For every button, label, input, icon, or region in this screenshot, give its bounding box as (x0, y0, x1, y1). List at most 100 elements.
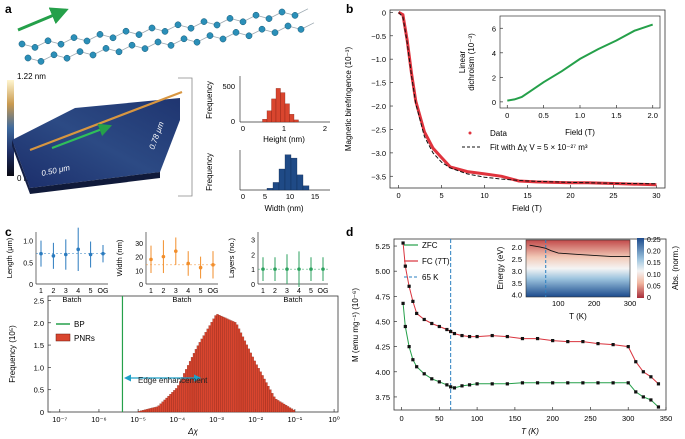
nanoribbon-atom-lattice (18, 8, 315, 65)
fc-marker (656, 382, 661, 386)
afm-surface-front (30, 172, 160, 194)
hist-width-xtick-5: 5 (263, 192, 267, 201)
height-colorbar (7, 80, 14, 176)
distribution-bar (267, 385, 270, 413)
mini-xtick-label: 4 (76, 288, 80, 295)
inset-b-ytick-label: 2 (492, 73, 496, 82)
zfc-marker (611, 381, 615, 385)
hist-height-bar (289, 114, 295, 123)
lattice-atom (291, 12, 299, 19)
lattice-atom (89, 51, 97, 59)
fc-marker (401, 241, 405, 245)
inset-b-xtick-label: 0 (505, 111, 509, 120)
inset-d-xlabel: T (K) (569, 312, 587, 321)
legend-fc-label: FC (7T) (422, 257, 450, 266)
plot-b-ytick-label: −2.0 (371, 102, 386, 111)
distribution-bar (151, 407, 154, 413)
distribution-bar (169, 394, 172, 413)
legend-fit-label: Fit with Δχ V = 5 × 10⁻²⁷ m³ (490, 143, 588, 152)
inset-d-heatmap (525, 239, 631, 298)
distribution-bar (165, 397, 168, 413)
lattice-atom (83, 37, 91, 45)
lattice-atom (278, 8, 286, 16)
plot-c-ticks: 0 0.5 1.0 1.5 2.0 2.5 10⁻⁷ 10⁻⁶ 10⁻⁵ 10⁻⁴ 10⁻³ 10⁻²… (34, 296, 340, 424)
inset-b-xtick-label: 2.0 (648, 111, 658, 120)
zfc-marker (551, 381, 555, 385)
fc-marker (430, 321, 434, 326)
colorbar-tick-label: 0 (647, 295, 651, 302)
mini-xlabel: Batch (62, 295, 81, 304)
mini-data-point (64, 252, 68, 257)
hist-width-xtick-0: 0 (241, 192, 245, 201)
distribution-bar (226, 318, 229, 413)
fc-marker (403, 264, 407, 268)
fc-marker (415, 311, 419, 316)
distribution-bar (251, 356, 254, 413)
fc-marker (490, 333, 494, 338)
zfc-marker (656, 405, 661, 409)
distribution-bar (141, 410, 145, 413)
plot-c-distribution-bars (138, 314, 296, 413)
lattice-atom (213, 21, 221, 29)
inset-b-xlabel: Field (T) (565, 128, 595, 137)
mini-ytick-label: 1 (251, 267, 255, 274)
hist-height-bars (262, 88, 299, 123)
hist-height-bar (293, 119, 299, 123)
lattice-atom (63, 54, 71, 62)
plot-d-xtick-label: 350 (660, 414, 673, 423)
mini-xtick-label: 2 (161, 288, 165, 295)
hist-height-bar (280, 92, 286, 123)
distribution-bar (277, 400, 280, 413)
distribution-bar (265, 382, 268, 413)
series-fc-7t (401, 241, 661, 386)
plot-b-ytick-label: −3.5 (371, 172, 386, 181)
lattice-atom (37, 58, 45, 65)
mini-data-point (149, 257, 153, 262)
distribution-bar (281, 402, 284, 413)
mini-xtick-label: 4 (297, 288, 301, 295)
zfc-marker (535, 381, 540, 385)
lattice-atom (206, 32, 214, 39)
inset-b-ytick-label: 6 (492, 24, 496, 33)
mini-data-point (88, 252, 93, 257)
lattice-atom (271, 29, 279, 36)
hist-height-ytick-0: 0 (231, 117, 235, 126)
hist-width-bar (296, 174, 304, 191)
lattice-atom (245, 32, 253, 40)
lattice-atom (252, 11, 260, 19)
hist-height-xtick-0: 0 (241, 124, 245, 133)
zfc-marker (475, 382, 479, 386)
lattice-atom (180, 35, 188, 43)
hist-height-bar (284, 103, 290, 123)
plot-c-ytick-label: 2.0 (34, 319, 44, 328)
zfc-marker (566, 381, 570, 385)
distribution-bar (249, 352, 252, 413)
fc-marker (551, 338, 555, 343)
distribution-bar (257, 368, 260, 413)
plot-d-xtick-label: 300 (622, 414, 635, 423)
distribution-bar (208, 325, 211, 413)
plot-d-xtick-label: 200 (546, 414, 559, 423)
lattice-atom (57, 40, 65, 48)
fc-marker (581, 340, 585, 344)
lattice-atom (265, 15, 273, 22)
fc-marker (505, 334, 509, 339)
afm-to-histogram-bracket (178, 77, 193, 197)
fc-marker (422, 317, 426, 322)
fc-marker (445, 327, 449, 332)
mini-ytick-label: 0 (29, 282, 33, 289)
fc-marker (437, 324, 441, 329)
plot-c-ytick-label: 1.0 (34, 363, 44, 372)
hist-height-bar (262, 119, 268, 123)
distribution-bar (237, 328, 241, 413)
colorbar-tick-label: 0.20 (647, 249, 661, 256)
mini-ytick-label: 3 (251, 237, 255, 244)
colorbar-tick-label: 0.15 (647, 260, 661, 267)
lattice-atom (226, 15, 234, 22)
fc-marker (449, 329, 453, 334)
plot-d-ticks: 3.754.004.254.504.755.005.250 50 100 150 200… (375, 242, 672, 423)
distribution-bar (232, 321, 235, 413)
hist-height-bar (275, 88, 281, 123)
distribution-bar (228, 319, 231, 413)
